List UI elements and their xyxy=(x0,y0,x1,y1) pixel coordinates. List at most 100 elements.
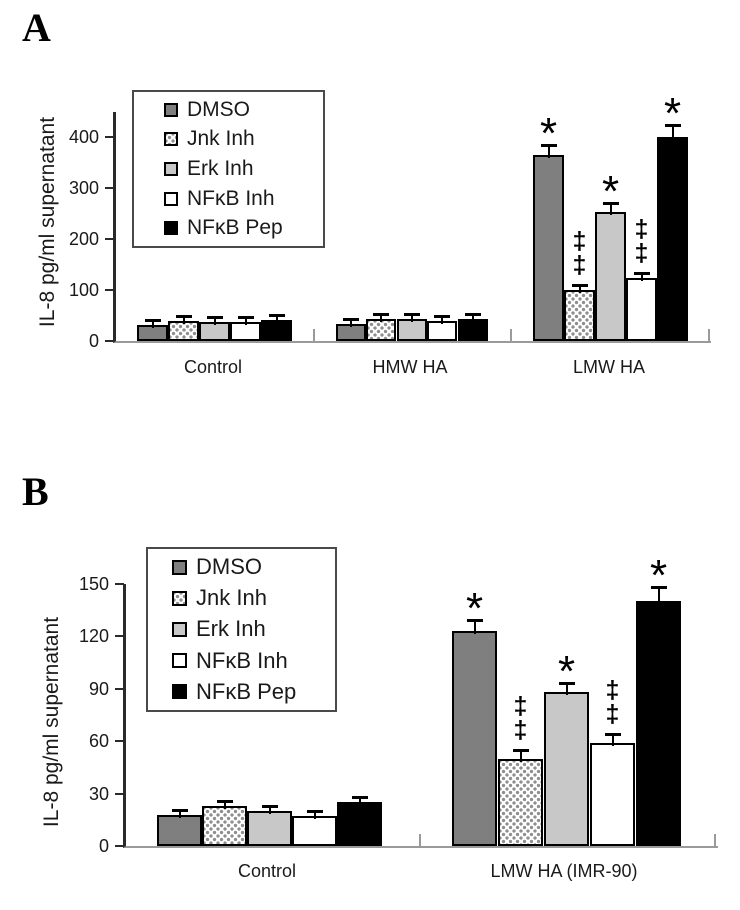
bar-nf-b-inh xyxy=(292,816,337,846)
legend-label: DMSO xyxy=(187,97,250,121)
legend-label: NFκB Pep xyxy=(187,216,283,240)
legend-box: DMSO Jnk Inh Erk Inh NFκB Inh NFκB Pep xyxy=(146,547,337,712)
bar-jnk-inh xyxy=(564,290,595,341)
x-category-label: Control xyxy=(237,861,297,881)
bar-nf-b-inh xyxy=(626,278,657,341)
error-bar-stem xyxy=(244,319,247,325)
y-tick-label: 30 xyxy=(88,783,109,804)
error-bar-cap xyxy=(343,318,359,321)
bar-erk-inh xyxy=(595,212,626,341)
legend-swatch xyxy=(164,161,178,176)
legend-swatch xyxy=(172,559,187,575)
bar-nf-b-pep xyxy=(657,137,688,341)
bar-erk-inh xyxy=(544,692,589,846)
error-bar-cap xyxy=(404,313,420,316)
y-tick-label: 200 xyxy=(68,229,99,250)
error-bar-stem xyxy=(609,205,612,215)
legend-item: NFκB Pep xyxy=(172,679,335,705)
error-bar-stem xyxy=(151,322,154,328)
error-bar-stem xyxy=(275,317,278,323)
legend-item: Jnk Inh xyxy=(172,585,335,611)
legend-item: Erk Inh xyxy=(172,616,335,642)
legend-swatch xyxy=(164,191,178,206)
bar-jnk-inh xyxy=(498,759,543,846)
error-bar-stem xyxy=(547,147,550,158)
error-bar-cap xyxy=(604,733,621,736)
error-bar-cap xyxy=(171,809,188,812)
error-bar-cap xyxy=(144,319,161,322)
y-axis-tick xyxy=(115,845,124,847)
error-bar-cap xyxy=(261,805,278,808)
legend-swatch xyxy=(164,221,178,236)
x-axis-tick xyxy=(714,834,716,846)
error-bar-stem xyxy=(441,318,443,324)
bar-jnk-inh xyxy=(202,806,247,846)
error-bar-cap xyxy=(434,315,450,318)
y-tick-label: 400 xyxy=(68,127,99,148)
y-tick-label: 90 xyxy=(88,678,109,699)
error-bar-stem xyxy=(657,589,660,604)
x-category-label: LMW HA (IMR-90) xyxy=(490,861,638,881)
bar-dmso xyxy=(452,631,497,846)
y-tick-label: 60 xyxy=(88,731,109,752)
error-bar-cap xyxy=(373,313,389,316)
y-axis-tick xyxy=(105,238,114,241)
plot-area xyxy=(123,584,718,848)
legend-item: NFκB Inh xyxy=(164,187,323,211)
bar-erk-inh xyxy=(247,811,292,846)
legend-item: DMSO xyxy=(164,98,323,122)
error-bar-cap xyxy=(465,313,481,316)
error-bar-cap xyxy=(571,284,588,287)
x-category-label: LMW HA xyxy=(573,357,645,377)
legend-swatch xyxy=(172,621,187,637)
legend-item: NFκB Inh xyxy=(172,648,335,674)
bar-jnk-inh xyxy=(168,321,199,341)
error-bar-cap xyxy=(206,316,223,319)
legend-swatch xyxy=(164,102,178,117)
error-bar-stem xyxy=(565,685,568,695)
error-bar-stem xyxy=(313,813,316,819)
plot-area xyxy=(113,112,711,343)
panel-a-label: A xyxy=(22,5,51,50)
legend-swatch xyxy=(172,653,187,669)
significance-dagger: ‡ ‡ xyxy=(605,676,620,728)
legend-box: DMSO Jnk Inh Erk Inh NFκB Inh NFκB Pep xyxy=(132,90,325,248)
legend-label: NFκB Inh xyxy=(196,647,288,673)
error-bar-stem xyxy=(182,318,185,324)
error-bar-cap xyxy=(540,144,557,147)
error-bar-cap xyxy=(558,682,575,685)
legend-label: NFκB Pep xyxy=(196,678,297,704)
y-axis-tick xyxy=(115,792,124,795)
legend-swatch xyxy=(172,684,187,700)
legend-label: Jnk Inh xyxy=(187,127,255,151)
bar-nf-b-pep xyxy=(458,319,488,341)
y-tick-label: 100 xyxy=(68,280,99,301)
error-bar-cap xyxy=(664,124,681,127)
error-bar-cap xyxy=(237,316,254,319)
error-bar-stem xyxy=(519,752,522,762)
legend-swatch xyxy=(172,590,187,606)
error-bar-stem xyxy=(350,321,352,327)
bar-nf-b-inh xyxy=(590,743,635,846)
y-tick-label: 0 xyxy=(98,836,109,856)
error-bar-cap xyxy=(268,314,285,317)
x-axis-tick xyxy=(708,329,710,341)
legend-label: Erk Inh xyxy=(196,616,266,642)
bar-erk-inh xyxy=(397,319,427,341)
error-bar-stem xyxy=(178,812,181,818)
legend-item: Jnk Inh xyxy=(164,127,323,151)
error-bar-cap xyxy=(602,202,619,205)
bar-nf-b-pep xyxy=(261,320,292,341)
legend-label: Erk Inh xyxy=(187,156,254,180)
error-bar-cap xyxy=(216,800,233,803)
x-axis-tick xyxy=(510,329,512,341)
y-axis-tick xyxy=(105,136,114,139)
error-bar-stem xyxy=(671,127,674,140)
error-bar-stem xyxy=(358,799,361,805)
legend-swatch xyxy=(164,132,178,147)
legend-item: NFκB Pep xyxy=(164,216,323,240)
error-bar-cap xyxy=(512,749,529,752)
bar-jnk-inh xyxy=(366,319,396,341)
bar-dmso xyxy=(533,155,564,341)
